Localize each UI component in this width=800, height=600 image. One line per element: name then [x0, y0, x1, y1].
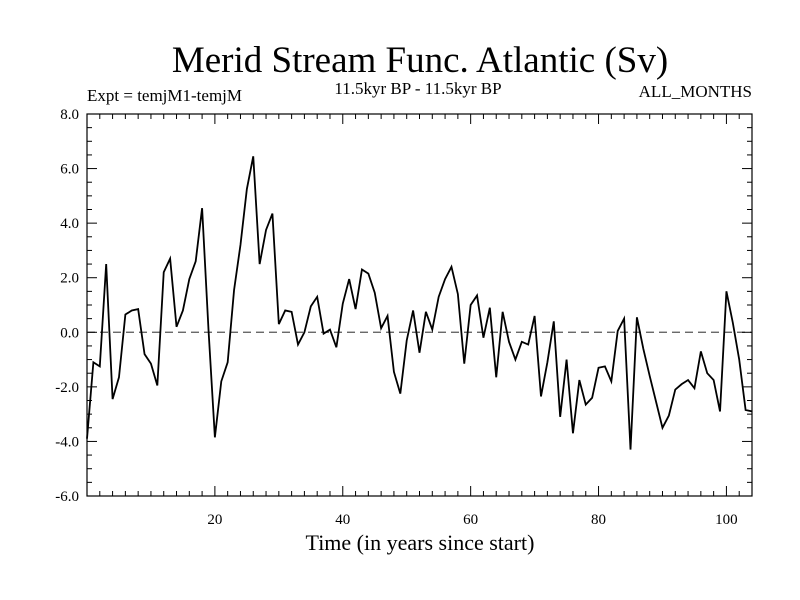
y-axis: -6.0 -4.0 -2.0 0.0 2.0 4.0 6.0 8.0: [55, 107, 752, 505]
y-tick-label: 2.0: [60, 271, 79, 287]
y-tick-label: 0.0: [60, 325, 79, 341]
period-label: 11.5kyr BP - 11.5kyr BP: [334, 79, 501, 98]
x-tick-label: 60: [463, 512, 478, 528]
series-group: [86, 156, 753, 450]
chart-title: Merid Stream Func. Atlantic (Sv): [172, 40, 668, 81]
x-tick-label: 80: [591, 512, 606, 528]
series-line: [86, 156, 753, 450]
y-tick-label: -2.0: [55, 380, 79, 396]
x-axis-label: Time (in years since start): [306, 530, 535, 555]
x-tick-label: 40: [335, 512, 350, 528]
x-axis: 20 40 60 80 100: [99, 114, 740, 528]
y-tick-label: 6.0: [60, 162, 79, 178]
y-tick-label: 4.0: [60, 216, 79, 232]
months-label: ALL_MONTHS: [639, 82, 752, 101]
y-tick-label: -4.0: [55, 434, 79, 450]
y-tick-label: 8.0: [60, 107, 79, 123]
y-tick-label: -6.0: [55, 489, 79, 505]
experiment-label: Expt = temjM1-temjM: [87, 86, 242, 105]
x-tick-label: 100: [715, 512, 738, 528]
x-tick-label: 20: [207, 512, 222, 528]
plot-frame: [86, 113, 753, 497]
